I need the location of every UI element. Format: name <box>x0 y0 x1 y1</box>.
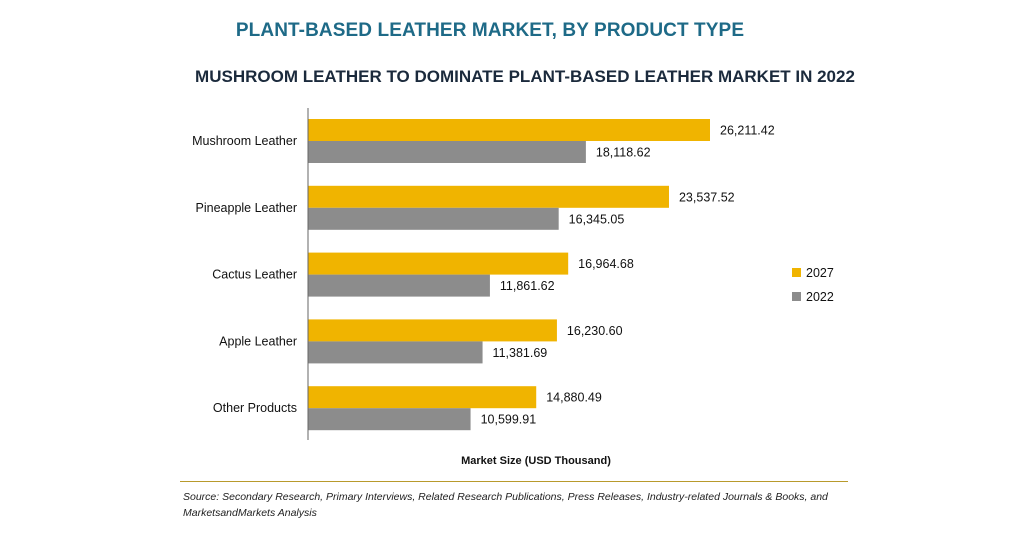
value-label-2027-pineapple-leather: 23,537.52 <box>679 190 735 204</box>
category-label-mushroom-leather: Mushroom Leather <box>192 134 297 148</box>
legend-label-2022: 2022 <box>806 290 834 304</box>
value-label-2027-other-products: 14,880.49 <box>546 391 602 405</box>
legend-label-2027: 2027 <box>806 266 834 280</box>
x-axis-label: Market Size (USD Thousand) <box>461 455 611 467</box>
category-label-other-products: Other Products <box>213 401 297 415</box>
source-note: Source: Secondary Research, Primary Inte… <box>183 491 828 519</box>
legend-swatch-2027 <box>792 268 801 277</box>
legend: 2027 2022 <box>792 266 834 304</box>
category-label-apple-leather: Apple Leather <box>219 334 297 348</box>
value-label-2027-mushroom-leather: 26,211.42 <box>720 124 775 138</box>
value-label-2022-apple-leather: 11,381.69 <box>493 346 548 360</box>
value-label-2027-cactus-leather: 16,964.68 <box>578 257 634 271</box>
bar-2027-apple-leather <box>308 319 557 342</box>
value-label-2027-apple-leather: 16,230.60 <box>567 324 623 338</box>
value-label-2022-pineapple-leather: 16,345.05 <box>569 212 625 226</box>
bar-2022-other-products <box>308 408 471 431</box>
bar-chart: Mushroom Leather 26,211.42 18,118.62 Pineap… <box>192 108 834 467</box>
bars-layer: Mushroom Leather 26,211.42 18,118.62 Pineap… <box>192 119 775 431</box>
chart-title: PLANT-BASED LEATHER MARKET, BY PRODUCT T… <box>235 20 745 41</box>
category-label-pineapple-leather: Pineapple Leather <box>196 201 297 215</box>
bar-2022-apple-leather <box>308 341 483 364</box>
bar-2027-pineapple-leather <box>308 185 669 208</box>
category-label-cactus-leather: Cactus Leather <box>212 268 297 282</box>
bar-2022-pineapple-leather <box>308 207 559 230</box>
legend-swatch-2022 <box>792 292 801 301</box>
value-label-2022-other-products: 10,599.91 <box>481 413 537 427</box>
chart-subtitle: MUSHROOM LEATHER TO DOMINATE PLANT-BASED… <box>195 67 855 86</box>
bar-2027-cactus-leather <box>308 252 569 275</box>
footer-divider <box>180 481 848 482</box>
bar-2022-cactus-leather <box>308 274 490 297</box>
bar-2022-mushroom-leather <box>308 141 586 163</box>
bar-2027-mushroom-leather <box>308 119 710 141</box>
value-label-2022-cactus-leather: 11,861.62 <box>500 279 555 293</box>
value-label-2022-mushroom-leather: 18,118.62 <box>596 146 651 160</box>
bar-2027-other-products <box>308 386 537 409</box>
